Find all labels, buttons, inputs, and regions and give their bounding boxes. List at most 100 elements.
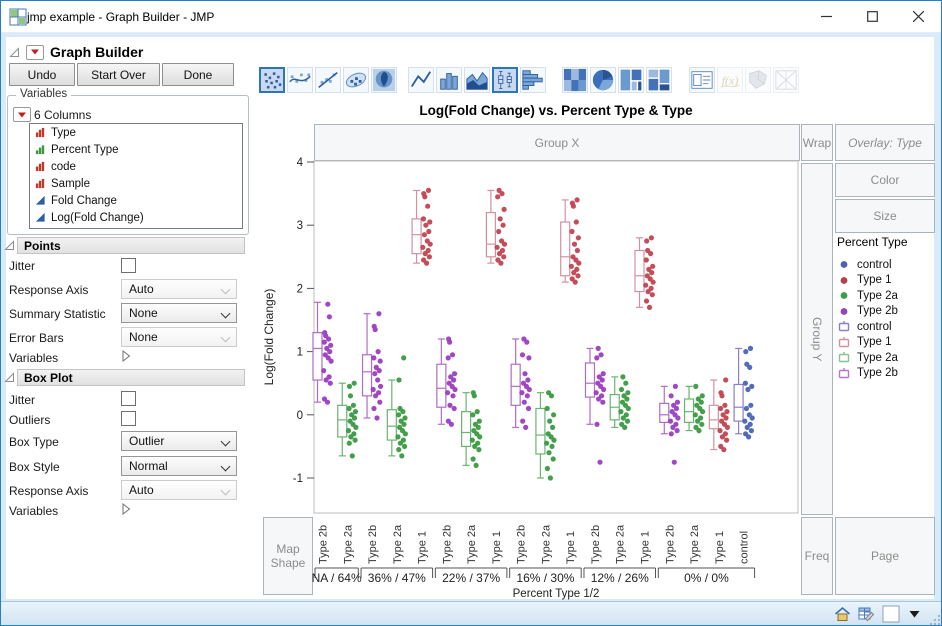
boxplot-response-axis-select[interactable]: Auto: [121, 480, 237, 500]
page-drop-zone[interactable]: Page: [835, 517, 935, 595]
column-item[interactable]: Log(Fold Change): [30, 209, 242, 226]
dropdown-arrow-icon[interactable]: [908, 608, 921, 620]
minimize-button[interactable]: [803, 1, 849, 31]
legend-item[interactable]: control: [837, 319, 933, 335]
bar-icon[interactable]: [436, 67, 462, 93]
ellipse-icon[interactable]: [343, 67, 369, 93]
columns-red-triangle-button[interactable]: [13, 107, 31, 122]
summary-statistic-label: Summary Statistic: [9, 307, 106, 321]
legend-item[interactable]: Type 2a: [837, 350, 933, 366]
outliers-checkbox[interactable]: [121, 411, 136, 426]
legend-dot-marker: [840, 292, 848, 300]
home-icon[interactable]: [834, 606, 851, 622]
maximize-button[interactable]: [849, 1, 895, 31]
legend-title: Percent Type: [837, 235, 908, 249]
close-icon: [912, 10, 924, 22]
data-table-icon[interactable]: [858, 606, 875, 622]
legend-item[interactable]: Type 2b: [837, 366, 933, 382]
points-response-axis-label: Response Axis: [9, 283, 89, 297]
outliers-label: Outliers: [9, 413, 51, 427]
x-axis[interactable]: [314, 515, 798, 597]
contour-icon[interactable]: [371, 67, 397, 93]
overlay-drop-zone[interactable]: Overlay: Type: [835, 124, 935, 161]
chevron-down-icon: [220, 436, 231, 447]
plot-area[interactable]: [314, 161, 798, 513]
legend-item[interactable]: control: [837, 257, 933, 273]
error-bars-select[interactable]: None: [121, 327, 237, 347]
points-variables-expand-icon[interactable]: [121, 350, 131, 362]
red-triangle-menu-button[interactable]: [26, 44, 44, 60]
nominal-modeling-icon: [35, 178, 45, 189]
summary-statistic-select[interactable]: None: [121, 303, 237, 323]
legend-box-marker: [838, 321, 850, 332]
boxplot-variables-label: Variables: [9, 504, 59, 518]
nominal-modeling-icon: [35, 127, 45, 138]
column-item[interactable]: Percent Type: [30, 141, 242, 158]
caption-box-icon[interactable]: [689, 67, 715, 93]
window-box-icon[interactable]: [882, 605, 901, 623]
boxplot-section-header[interactable]: Box Plot: [17, 369, 245, 386]
map-shapes-icon: [745, 67, 771, 93]
chevron-down-icon: [220, 461, 231, 472]
undo-button[interactable]: Undo: [9, 63, 75, 86]
column-item[interactable]: Sample: [30, 175, 242, 192]
red-triangle-icon: [18, 112, 26, 117]
points-response-axis-select[interactable]: Auto: [121, 279, 237, 299]
error-bars-label: Error Bars: [9, 331, 64, 345]
variables-panel-title: Variables: [16, 88, 72, 100]
pie-icon[interactable]: [590, 67, 616, 93]
legend-item[interactable]: Type 1: [837, 335, 933, 351]
mosaic-icon[interactable]: [646, 67, 672, 93]
outline-title: Graph Builder: [50, 44, 144, 60]
close-button[interactable]: [895, 1, 941, 31]
columns-list[interactable]: Type Percent Type code Sample Fold Change Log…: [29, 123, 243, 229]
group-x-drop-zone[interactable]: Group X: [314, 124, 800, 161]
variables-panel: Variables: [7, 88, 249, 235]
histogram-icon[interactable]: [520, 67, 546, 93]
column-item[interactable]: Type: [30, 124, 242, 141]
smoother-icon[interactable]: [287, 67, 313, 93]
boxplot-response-axis-label: Response Axis: [9, 484, 89, 498]
points-jitter-checkbox[interactable]: [121, 258, 136, 273]
box-type-select[interactable]: Outlier: [121, 431, 237, 451]
points-section-header[interactable]: Points: [17, 237, 245, 254]
line-of-fit-icon[interactable]: [315, 67, 341, 93]
heatmap-icon[interactable]: [562, 67, 588, 93]
color-drop-zone[interactable]: Color: [835, 163, 935, 197]
area-icon[interactable]: [464, 67, 490, 93]
start-over-button[interactable]: Start Over: [77, 63, 160, 86]
column-item[interactable]: code: [30, 158, 242, 175]
status-bar: [1, 601, 941, 626]
element-palette: f(x): [259, 65, 801, 95]
points-icon[interactable]: [259, 67, 285, 93]
treemap-icon[interactable]: [618, 67, 644, 93]
box-plot-icon[interactable]: [492, 67, 518, 93]
map-shape-drop-zone[interactable]: Map Shape: [263, 517, 313, 595]
group-y-drop-zone[interactable]: Group Y: [801, 163, 833, 515]
legend-item[interactable]: Type 2b: [837, 304, 933, 320]
size-drop-zone[interactable]: Size: [835, 199, 935, 233]
line-icon[interactable]: [408, 67, 434, 93]
boxplot-variables-expand-icon[interactable]: [121, 503, 131, 515]
window-title: jmp example - Graph Builder - JMP: [27, 9, 215, 24]
column-item[interactable]: Fold Change: [30, 192, 242, 209]
outline-disclosure-icon[interactable]: [9, 46, 20, 58]
points-disclosure-icon[interactable]: [4, 240, 15, 251]
y-axis[interactable]: [263, 161, 313, 513]
continuous-modeling-icon: [35, 195, 45, 205]
columns-count-label: 6 Columns: [34, 108, 92, 122]
boxplot-jitter-checkbox[interactable]: [121, 391, 136, 406]
minimize-icon: [820, 15, 832, 17]
done-button[interactable]: Done: [162, 63, 234, 86]
box-style-select[interactable]: Normal: [121, 456, 237, 476]
wrap-drop-zone[interactable]: Wrap: [801, 124, 833, 161]
red-triangle-icon: [31, 49, 39, 55]
legend-item[interactable]: Type 2a: [837, 288, 933, 304]
legend-box-marker: [838, 336, 850, 347]
boxplot-disclosure-icon[interactable]: [4, 372, 15, 383]
chevron-down-icon: [220, 485, 231, 496]
freq-drop-zone[interactable]: Freq: [801, 517, 833, 595]
legend-item[interactable]: Type 1: [837, 273, 933, 289]
resize-grip[interactable]: [929, 614, 941, 626]
title-bar: jmp example - Graph Builder - JMP: [1, 1, 941, 33]
